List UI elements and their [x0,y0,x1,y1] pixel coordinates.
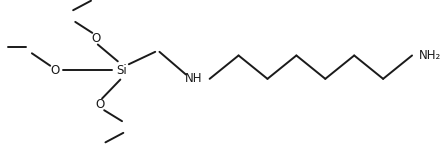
Text: O: O [91,32,100,45]
Text: NH: NH [185,72,202,85]
Text: O: O [95,98,105,111]
Text: Si: Si [116,64,126,77]
Text: O: O [51,64,60,77]
Text: NH₂: NH₂ [419,49,441,62]
